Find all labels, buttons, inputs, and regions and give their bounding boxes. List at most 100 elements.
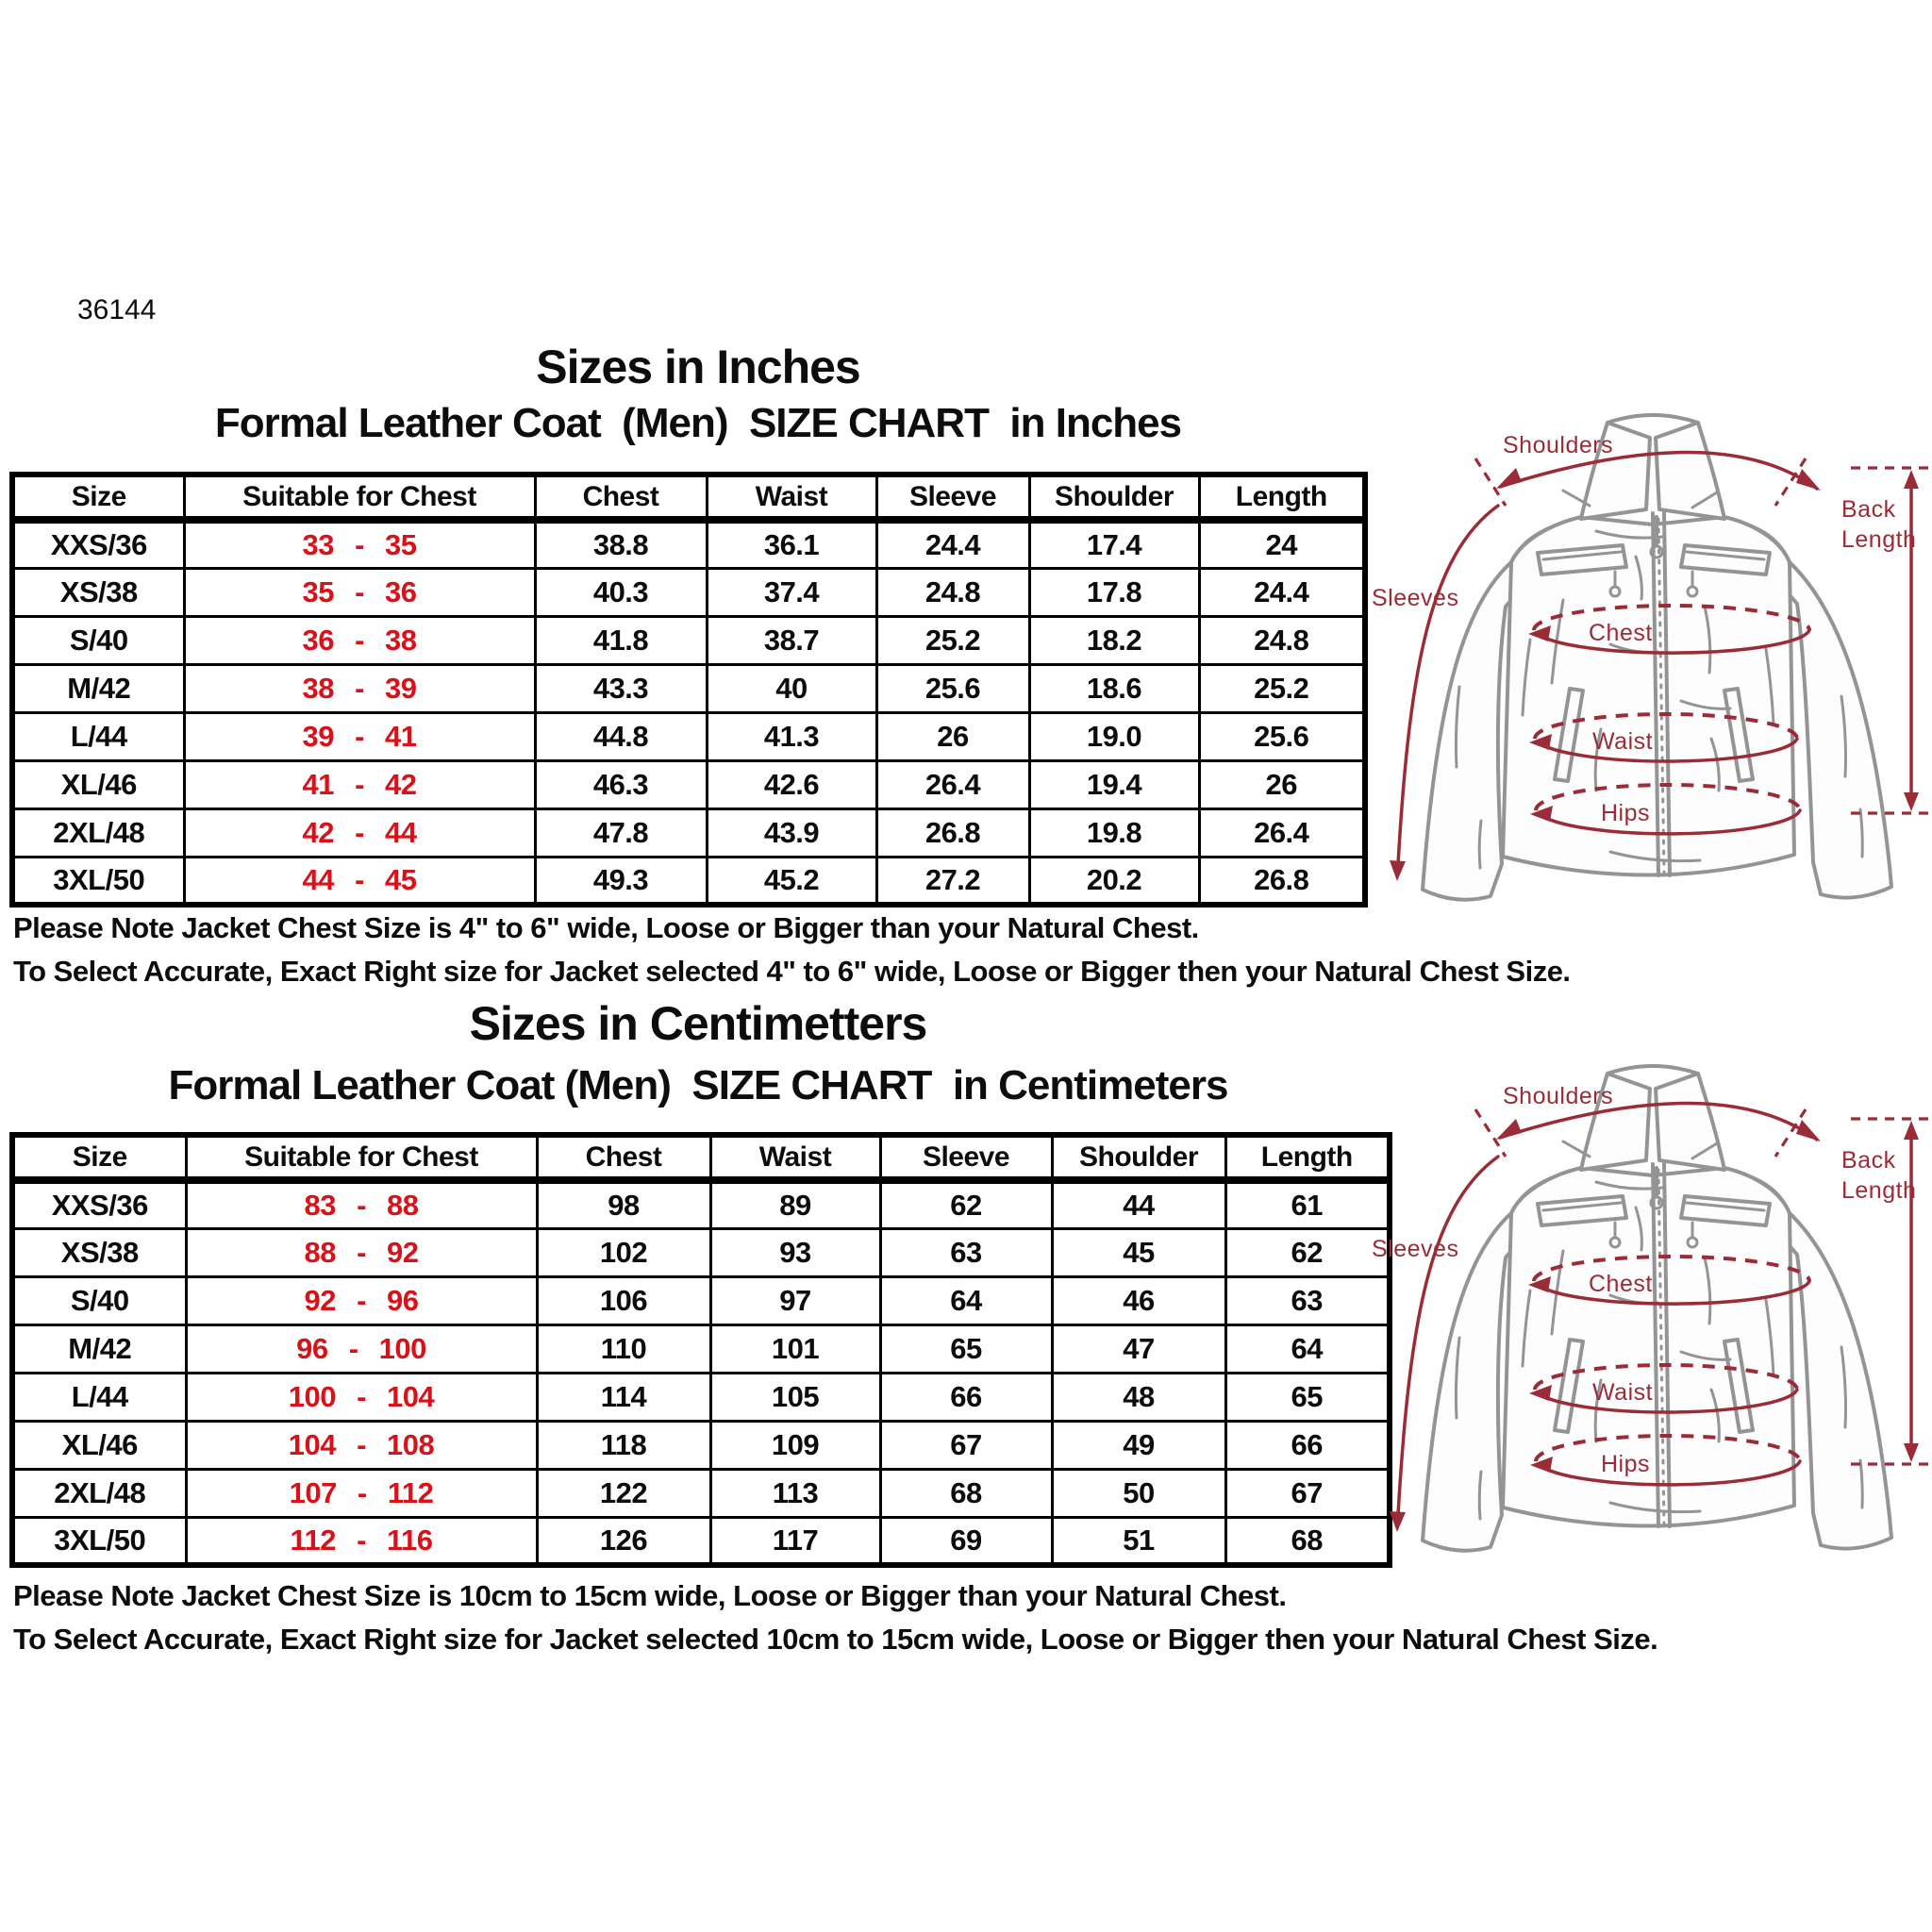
table-row: XL/46 104 - 108 118 109 67 49 66 [10, 1419, 1391, 1471]
col-header-waist: Waist [708, 1133, 882, 1184]
measurement-cell: 43.9 [705, 807, 878, 858]
measurement-cell: 36.1 [705, 518, 878, 570]
chest-range-cell: 41 - 42 [182, 758, 537, 810]
collar-right [1654, 421, 1726, 521]
measurement-cell: 19.4 [1027, 758, 1201, 810]
chest-range-cell: 42 - 44 [182, 807, 537, 858]
measurement-cell: 114 [535, 1371, 712, 1423]
jacket-measurement-sketch: Shoulders Sleeves Back Length [1372, 1064, 1930, 1553]
hips-ellipse-back [1534, 1434, 1802, 1462]
chest-ellipse-back [1532, 604, 1811, 631]
torso [1501, 515, 1796, 877]
measurement-cell: 106 [535, 1274, 712, 1326]
measurement-cell: 62 [878, 1178, 1054, 1230]
measurement-cell: 45 [1050, 1226, 1227, 1278]
measurement-cell: 126 [535, 1515, 712, 1567]
shoulders-label: Shoulders [1503, 1083, 1613, 1109]
measurement-cell: 66 [878, 1371, 1054, 1423]
collar-top [1606, 413, 1700, 425]
jacket-sketch [1421, 413, 1893, 902]
table-row: 2XL/48 42 - 44 47.8 43.9 26.8 19.8 26.4 [10, 807, 1367, 858]
note-cm-1: Please Note Jacket Chest Size is 10cm to… [13, 1579, 1287, 1612]
measurement-cell: 98 [535, 1178, 712, 1230]
shoulders-arrow [1498, 450, 1819, 491]
measurement-cell: 122 [535, 1467, 712, 1519]
measurement-cell: 20.2 [1027, 855, 1201, 907]
zipper-line-right [1662, 1162, 1672, 1528]
size-cell: XXS/36 [10, 1178, 188, 1230]
back-length-label-line2: Length [1841, 526, 1916, 553]
table-row: 3XL/50 44 - 45 49.3 45.2 27.2 20.2 26.8 [10, 855, 1367, 907]
measurement-cell: 25.2 [1197, 662, 1367, 714]
size-cell: XL/46 [10, 1419, 188, 1471]
size-cell: S/40 [10, 614, 186, 666]
measurement-cell: 64 [878, 1274, 1054, 1326]
back-length-label-line2: Length [1841, 1177, 1916, 1204]
col-header-sleeve: Sleeve [878, 1133, 1054, 1184]
size-cell: L/44 [10, 1371, 188, 1423]
zipper-line-left [1651, 1162, 1660, 1528]
chest-range-cell: 104 - 108 [184, 1419, 539, 1471]
table-row: XL/46 41 - 42 46.3 42.6 26.4 19.4 26 [10, 758, 1367, 810]
table-row: M/42 96 - 100 110 101 65 47 64 [10, 1323, 1391, 1374]
measurement-cell: 24.4 [874, 518, 1031, 570]
measurement-cell: 37.4 [705, 566, 878, 618]
size-cell: 2XL/48 [10, 807, 186, 858]
measurement-cell: 24 [1197, 518, 1367, 570]
col-header-size: Size [10, 1133, 188, 1184]
jacket-measurement-sketch: Shoulders Sleeves Back Length [1372, 413, 1930, 902]
measurement-cell: 44.8 [533, 710, 708, 762]
measurement-cell: 109 [708, 1419, 882, 1471]
measurement-cell: 26.8 [1197, 855, 1367, 907]
measurement-cell: 41.8 [533, 614, 708, 666]
chest-range-cell: 35 - 36 [182, 566, 537, 618]
measurement-cell: 25.6 [1197, 710, 1367, 762]
size-cell: XS/38 [10, 1226, 188, 1278]
measurement-cell: 67 [1224, 1467, 1391, 1519]
measurement-cell: 17.4 [1027, 518, 1201, 570]
col-header-suitable-chest: Suitable for Chest [182, 473, 537, 524]
sleeves-label: Sleeves [1372, 585, 1458, 611]
table-row: M/42 38 - 39 43.3 40 25.6 18.6 25.2 [10, 662, 1367, 714]
measurement-cell: 49.3 [533, 855, 708, 907]
shoulder-tick-right [1774, 458, 1807, 507]
left-welt-pocket [1553, 1338, 1585, 1434]
right-welt-pocket [1723, 687, 1755, 783]
table-row: XXS/36 83 - 88 98 89 62 44 61 [10, 1178, 1391, 1230]
measurement-cell: 26 [1197, 758, 1367, 810]
table-row: 2XL/48 107 - 112 122 113 68 50 67 [10, 1467, 1391, 1519]
shoulder-tick-right [1774, 1108, 1807, 1158]
size-cell: L/44 [10, 710, 186, 762]
measurement-cell: 61 [1224, 1178, 1391, 1230]
chest-label: Chest [1589, 1271, 1653, 1297]
measurement-cell: 26.4 [1197, 807, 1367, 858]
chest-ellipse-back [1532, 1255, 1811, 1282]
section-heading-cm: Sizes in Centimetters [469, 997, 928, 1050]
measurement-cell: 46.3 [533, 758, 708, 810]
chest-range-cell: 44 - 45 [182, 855, 537, 907]
chest-range-cell: 100 - 104 [184, 1371, 539, 1423]
measurement-cell: 46 [1050, 1274, 1227, 1326]
size-cell: XL/46 [10, 758, 186, 810]
size-cell: 3XL/50 [10, 1515, 188, 1567]
waist-label: Waist [1592, 1379, 1653, 1406]
col-header-shoulder: Shoulder [1027, 473, 1201, 524]
measurement-cell: 24.4 [1197, 566, 1367, 618]
measurement-cell: 48 [1050, 1371, 1227, 1423]
sleeves-arrow [1396, 1155, 1500, 1517]
zipper-pull-ring [1649, 1195, 1664, 1210]
size-cell: S/40 [10, 1274, 188, 1326]
jacket-diagram-inches: Shoulders Sleeves Back Length [1370, 413, 1932, 927]
measurement-cell: 118 [535, 1419, 712, 1471]
jacket-sketch [1421, 1064, 1893, 1553]
col-header-size: Size [10, 473, 186, 524]
zipper-line-left [1651, 511, 1660, 877]
waist-label: Waist [1592, 728, 1653, 755]
measurement-overlay: Shoulders Sleeves Back Length [1372, 1083, 1930, 1532]
waist-ellipse-back [1533, 712, 1799, 740]
measurement-cell: 25.6 [874, 662, 1031, 714]
col-header-suitable-chest: Suitable for Chest [184, 1133, 539, 1184]
measurement-cell: 64 [1224, 1323, 1391, 1374]
table-row: XS/38 35 - 36 40.3 37.4 24.8 17.8 24.4 [10, 566, 1367, 618]
